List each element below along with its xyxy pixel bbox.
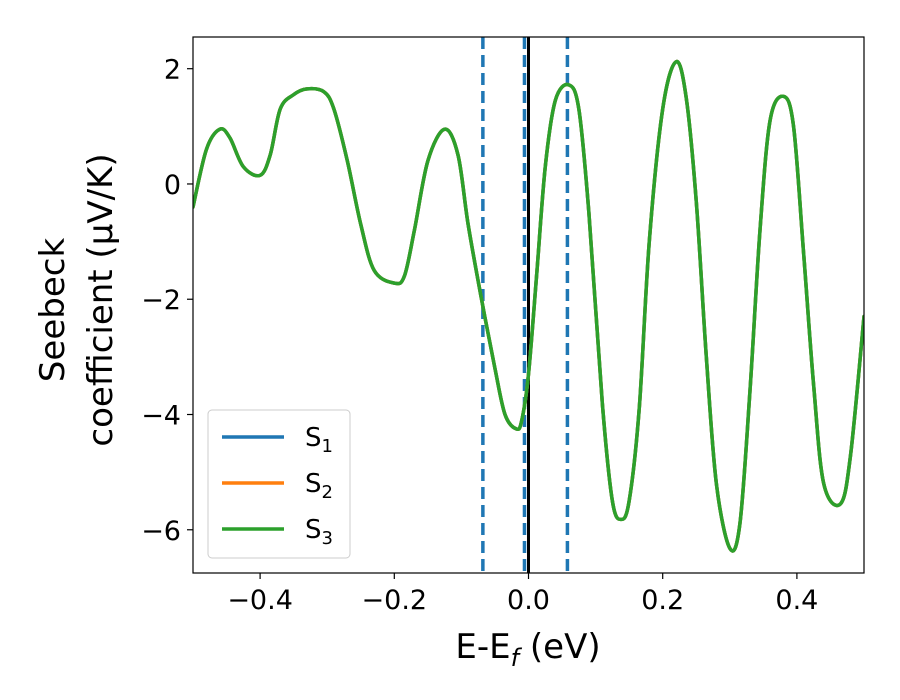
x-tick-label: −0.4 (227, 585, 293, 616)
plot-frame (192, 36, 865, 574)
legend-label-s2: S2 (305, 469, 333, 503)
series-line-s3 (193, 60, 864, 553)
x-tick-label: 0.0 (507, 585, 550, 616)
y-tick-label: −4 (141, 401, 181, 432)
legend-label-s1: S1 (305, 423, 333, 457)
x-ticks: −0.4 −0.2 0.0 0.2 0.4 (227, 573, 818, 616)
y-axis-label-line2: coefficient (μV/K) (81, 153, 121, 446)
y-tick-label: −6 (141, 516, 181, 547)
x-axis-label-suffix: (eV) (519, 627, 601, 667)
x-tick-label: −0.2 (362, 585, 428, 616)
y-axis-label-line1: Seebeck (33, 238, 73, 383)
y-ticks: −6 −4 −2 0 2 (141, 55, 193, 547)
y-tick-label: −2 (141, 285, 181, 316)
legend-items: S1 S2 S3 (222, 423, 333, 549)
reference-lines (481, 37, 570, 573)
legend: S1 S2 S3 (207, 409, 351, 559)
y-tick-label: 0 (164, 170, 181, 201)
y-tick-label: 2 (164, 55, 181, 86)
x-axis-label: E-Ef (eV) (455, 627, 600, 672)
x-axis-label-main: E-E (455, 627, 510, 667)
legend-label-s3: S3 (305, 515, 333, 549)
x-tick-label: 0.4 (775, 585, 818, 616)
y-axis-label: Seebeck coefficient (μV/K) (33, 153, 121, 446)
x-tick-label: 0.2 (641, 585, 684, 616)
series-layer (193, 60, 864, 553)
